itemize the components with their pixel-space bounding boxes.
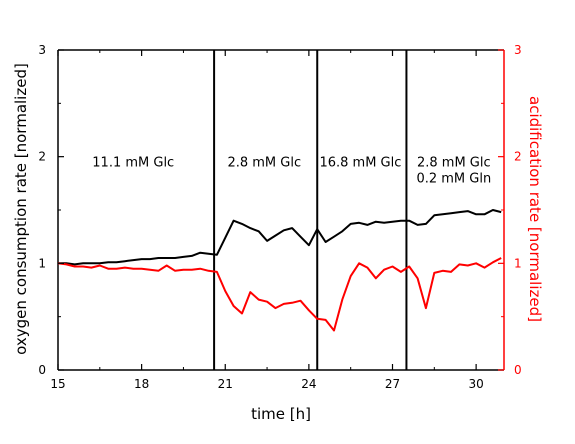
condition-label: 0.2 mM Gln xyxy=(416,172,491,187)
acidification-rate-line xyxy=(57,257,502,332)
x-tick-label: 21 xyxy=(218,377,233,391)
left-y-tick-label: 1 xyxy=(38,256,46,270)
left-y-tick-label: 0 xyxy=(38,363,46,377)
right-y-tick-label: 0 xyxy=(514,363,522,377)
left-y-tick-label: 3 xyxy=(38,43,46,57)
x-tick-label: 18 xyxy=(134,377,149,391)
condition-label: 2.8 mM Glc xyxy=(417,156,491,171)
right-y-tick-label: 1 xyxy=(514,256,522,270)
series-lines xyxy=(57,209,502,332)
x-tick-label: 24 xyxy=(301,377,316,391)
right-y-tick-label: 3 xyxy=(514,43,522,57)
left-y-axis-title: oxygen consumption rate [normalized] xyxy=(12,63,30,355)
left-y-tick-label: 2 xyxy=(38,150,46,164)
right-y-axis-title: acidification rate [normalized] xyxy=(526,96,544,322)
plot-frame xyxy=(57,49,505,371)
x-tick-label: 15 xyxy=(50,377,65,391)
condition-label: 11.1 mM Glc xyxy=(92,156,174,171)
condition-label: 16.8 mM Glc xyxy=(319,156,401,171)
condition-annotations: 11.1 mM Glc 2.8 mM Glc 16.8 mM Glc 2.8 mM G… xyxy=(92,156,491,187)
x-tick-label: 30 xyxy=(468,377,483,391)
x-axis-title: time [h] xyxy=(251,405,311,423)
condition-label: 2.8 mM Glc xyxy=(227,156,301,171)
oxygen-consumption-line xyxy=(58,209,502,266)
right-y-tick-label: 2 xyxy=(514,150,522,164)
condition-change-lines xyxy=(213,50,408,370)
x-tick-label: 27 xyxy=(385,377,400,391)
